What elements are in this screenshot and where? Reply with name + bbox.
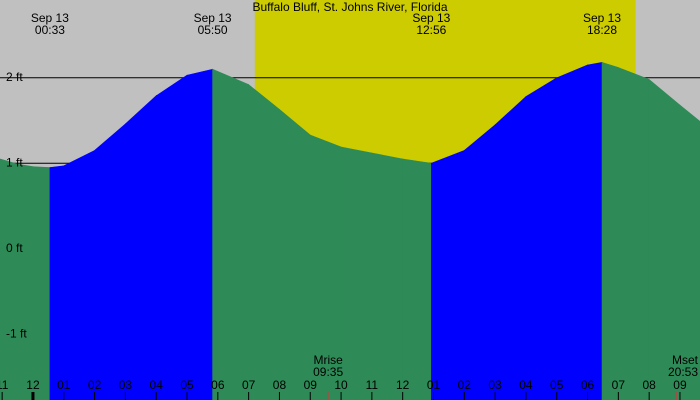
x-tick-label: 11	[0, 378, 9, 392]
tide-area	[494, 95, 527, 400]
tide-area	[402, 158, 432, 400]
event-date: Sep 13	[583, 11, 621, 25]
event-date: Sep 13	[194, 11, 232, 25]
tide-area	[464, 124, 496, 400]
event-date: Sep 13	[412, 11, 450, 25]
x-tick-label: 07	[612, 378, 626, 392]
event-time: 05:50	[198, 23, 228, 37]
x-tick-label: 09	[673, 378, 687, 392]
tide-area	[618, 67, 650, 400]
x-tick-label: 11	[366, 378, 379, 392]
moon-time: 09:35	[313, 365, 343, 379]
x-tick-label: 01	[427, 378, 441, 392]
chart-title: Buffalo Bluff, St. Johns River, Florida	[253, 0, 448, 14]
tide-area	[371, 152, 403, 400]
tide-area	[49, 165, 65, 400]
tide-area	[212, 68, 249, 400]
y-tick-label: -1 ft	[6, 326, 27, 340]
y-tick-label: 1 ft	[6, 155, 23, 169]
y-tick-label: 0 ft	[6, 241, 23, 255]
moon-label: Mrise	[313, 353, 343, 367]
tide-area	[525, 77, 558, 400]
x-tick-label: 04	[519, 378, 533, 392]
tide-area	[601, 61, 619, 400]
x-tick-label: 05	[180, 378, 194, 392]
x-tick-label: 06	[211, 378, 225, 392]
x-tick-label: 03	[488, 378, 502, 392]
tide-area	[431, 149, 465, 400]
tide-area	[94, 123, 126, 400]
tide-area	[32, 166, 51, 400]
tide-area	[63, 149, 95, 400]
moon-time: 20:53	[668, 365, 698, 379]
tide-area	[248, 83, 280, 400]
x-tick-label: 03	[119, 378, 133, 392]
tide-area	[556, 64, 588, 400]
x-tick-label: 04	[150, 378, 164, 392]
tide-area	[587, 62, 603, 400]
x-tick-label: 07	[242, 378, 256, 392]
y-tick-label: 2 ft	[6, 70, 23, 84]
x-tick-label: 12	[26, 378, 40, 392]
tide-area	[125, 95, 157, 400]
tide-area	[0, 158, 18, 400]
tide-area	[648, 78, 681, 400]
event-time: 12:56	[416, 23, 446, 37]
x-tick-label: 01	[57, 378, 71, 392]
tide-area	[679, 104, 700, 400]
x-tick-label: 08	[642, 378, 656, 392]
tide-area	[17, 163, 34, 400]
tide-area	[155, 74, 188, 400]
x-tick-label: 12	[396, 378, 410, 392]
x-tick-label: 10	[334, 378, 348, 392]
x-tick-label: 02	[88, 378, 102, 392]
event-date: Sep 13	[31, 11, 69, 25]
tide-area	[279, 108, 311, 400]
event-time: 00:33	[35, 23, 65, 37]
x-tick-label: 08	[273, 378, 287, 392]
tide-area	[340, 146, 373, 400]
x-tick-label: 05	[550, 378, 564, 392]
x-tick-label: 09	[304, 378, 318, 392]
x-tick-label: 02	[458, 378, 472, 392]
moon-label: Mset	[672, 353, 699, 367]
tide-area	[186, 68, 213, 400]
event-time: 18:28	[587, 23, 617, 37]
x-tick-label: 06	[581, 378, 595, 392]
